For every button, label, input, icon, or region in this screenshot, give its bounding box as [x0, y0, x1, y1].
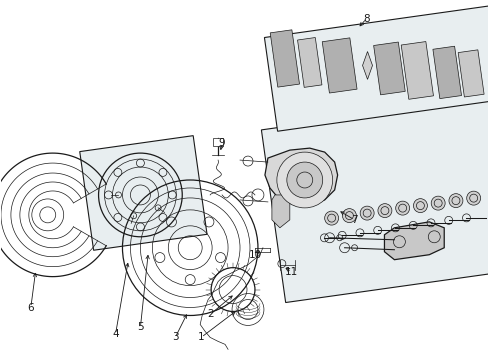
- Polygon shape: [264, 6, 488, 131]
- Text: 3: 3: [172, 332, 178, 342]
- Circle shape: [360, 206, 373, 220]
- Circle shape: [412, 199, 427, 213]
- Circle shape: [466, 191, 480, 205]
- Polygon shape: [384, 222, 443, 260]
- Text: 11: 11: [285, 267, 298, 276]
- Text: 8: 8: [363, 14, 369, 24]
- Text: 9: 9: [218, 138, 225, 148]
- Circle shape: [395, 201, 409, 215]
- Bar: [213, 138, 223, 146]
- Circle shape: [448, 194, 462, 208]
- Polygon shape: [80, 136, 206, 250]
- Circle shape: [286, 162, 322, 198]
- Text: 6: 6: [27, 302, 34, 312]
- Circle shape: [377, 204, 391, 217]
- Text: 2: 2: [206, 310, 213, 319]
- Circle shape: [430, 196, 444, 210]
- Text: 5: 5: [137, 323, 143, 332]
- Text: 7: 7: [350, 215, 357, 225]
- Text: 4: 4: [112, 329, 119, 339]
- Polygon shape: [271, 195, 289, 228]
- Text: 1: 1: [198, 332, 204, 342]
- Polygon shape: [264, 148, 337, 205]
- Polygon shape: [270, 30, 299, 87]
- Polygon shape: [322, 38, 356, 93]
- Polygon shape: [373, 42, 405, 95]
- Polygon shape: [432, 46, 461, 99]
- Polygon shape: [362, 51, 372, 80]
- Polygon shape: [261, 97, 488, 302]
- Polygon shape: [400, 41, 432, 99]
- Circle shape: [342, 209, 356, 222]
- Polygon shape: [297, 37, 321, 87]
- Circle shape: [324, 211, 338, 225]
- Circle shape: [276, 152, 332, 208]
- Polygon shape: [457, 50, 483, 97]
- Text: 10: 10: [248, 250, 261, 260]
